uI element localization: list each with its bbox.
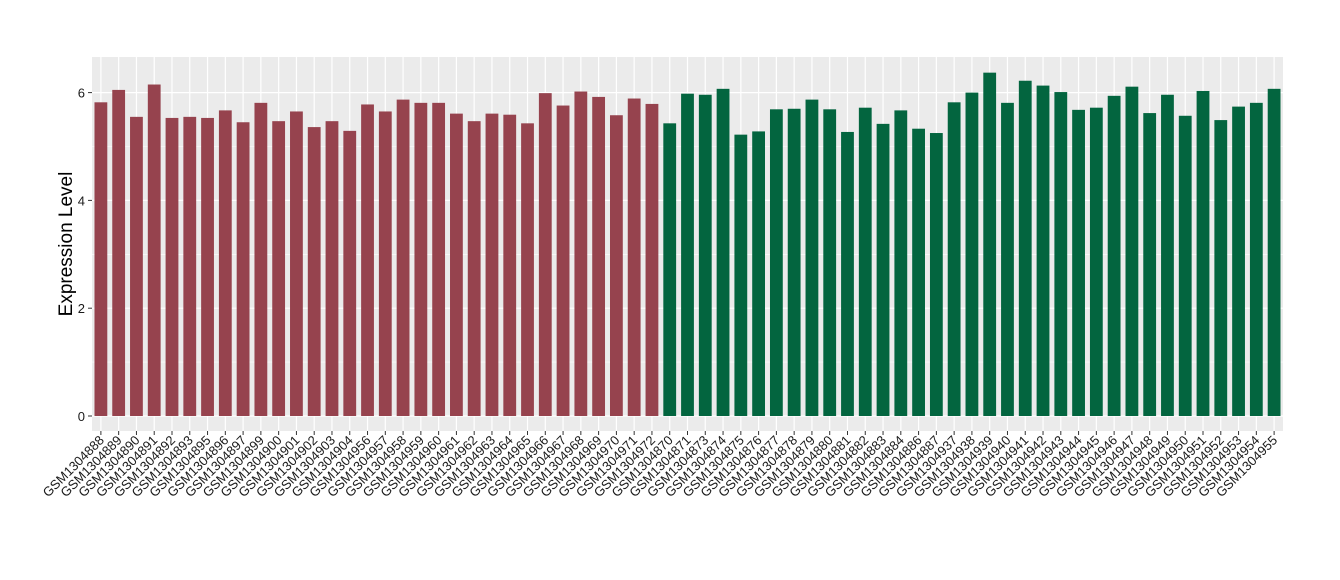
bar-GSM1304876 <box>752 131 766 416</box>
bar-GSM1304965 <box>521 123 534 416</box>
y-tick-label: 0 <box>78 409 85 424</box>
bar-GSM1304959 <box>414 102 428 416</box>
bar-GSM1304870 <box>663 123 677 416</box>
y-tick-label: 2 <box>78 301 85 316</box>
bar-GSM1304937 <box>947 102 961 416</box>
bar-GSM1304889 <box>112 89 126 416</box>
bar-GSM1304881 <box>841 131 854 416</box>
bar-GSM1304902 <box>307 127 321 416</box>
bar-GSM1304953 <box>1232 106 1245 416</box>
bar-GSM1304971 <box>627 98 641 417</box>
bar-GSM1304946 <box>1107 95 1121 417</box>
bar-GSM1304888 <box>94 102 108 416</box>
bar-GSM1304871 <box>681 93 694 416</box>
bar-GSM1304895 <box>201 117 214 417</box>
bar-GSM1304879 <box>805 99 819 417</box>
bar-GSM1304956 <box>361 104 374 416</box>
bar-GSM1304969 <box>592 96 606 417</box>
bar-GSM1304874 <box>716 88 730 417</box>
bar-GSM1304941 <box>1018 80 1032 416</box>
bar-GSM1304893 <box>183 116 197 416</box>
bar-GSM1304899 <box>254 102 268 416</box>
bar-GSM1304970 <box>609 115 623 416</box>
bar-GSM1304949 <box>1161 94 1174 417</box>
bar-GSM1304875 <box>734 134 748 416</box>
bar-GSM1304904 <box>343 130 357 416</box>
bar-GSM1304901 <box>290 111 303 416</box>
bar-GSM1304877 <box>769 109 783 417</box>
bar-GSM1304891 <box>147 84 161 416</box>
y-axis: 0 2 4 6 <box>78 86 92 424</box>
bar-GSM1304945 <box>1089 107 1103 416</box>
bar-GSM1304948 <box>1143 113 1157 416</box>
bar-GSM1304966 <box>538 93 552 416</box>
bar-GSM1304897 <box>236 122 250 417</box>
bar-GSM1304952 <box>1214 120 1228 417</box>
bar-GSM1304968 <box>574 91 588 416</box>
bar-GSM1304962 <box>467 121 481 417</box>
bar-GSM1304896 <box>218 110 232 417</box>
bar-GSM1304882 <box>858 107 872 416</box>
x-axis: GSM1304888GSM1304889GSM1304890GSM1304891… <box>40 431 1280 500</box>
y-tick-label: 6 <box>78 86 85 101</box>
y-axis-title: Expression Level <box>56 172 77 317</box>
bar-GSM1304943 <box>1054 92 1068 416</box>
bars <box>94 72 1281 417</box>
bar-GSM1304878 <box>787 108 801 417</box>
bar-GSM1304950 <box>1178 115 1192 416</box>
bar-GSM1304944 <box>1072 109 1085 417</box>
bar-GSM1304883 <box>876 123 890 416</box>
bar-GSM1304892 <box>165 117 179 417</box>
bar-GSM1304886 <box>912 128 925 416</box>
bar-GSM1304947 <box>1125 86 1139 417</box>
bar-GSM1304942 <box>1036 85 1050 416</box>
bar-GSM1304938 <box>965 92 979 416</box>
bar-GSM1304964 <box>503 114 517 416</box>
bar-GSM1304963 <box>485 113 499 416</box>
bar-GSM1304884 <box>894 110 908 417</box>
bar-GSM1304903 <box>325 121 339 417</box>
bar-GSM1304967 <box>556 105 570 416</box>
bar-GSM1304873 <box>698 94 712 417</box>
bar-GSM1304951 <box>1196 90 1210 416</box>
y-tick-label: 4 <box>78 193 85 208</box>
bar-GSM1304954 <box>1249 102 1263 416</box>
bar-GSM1304900 <box>272 121 286 417</box>
bar-GSM1304939 <box>983 72 997 417</box>
bar-GSM1304955 <box>1267 88 1281 417</box>
bar-GSM1304890 <box>130 116 143 416</box>
bar-GSM1304940 <box>1001 102 1014 416</box>
bar-GSM1304958 <box>396 99 410 417</box>
bar-GSM1304961 <box>450 113 463 416</box>
bar-GSM1304960 <box>432 102 446 416</box>
bar-GSM1304957 <box>378 111 392 416</box>
bar-GSM1304880 <box>823 109 837 417</box>
bar-GSM1304887 <box>929 133 943 416</box>
bar-GSM1304972 <box>645 103 659 416</box>
